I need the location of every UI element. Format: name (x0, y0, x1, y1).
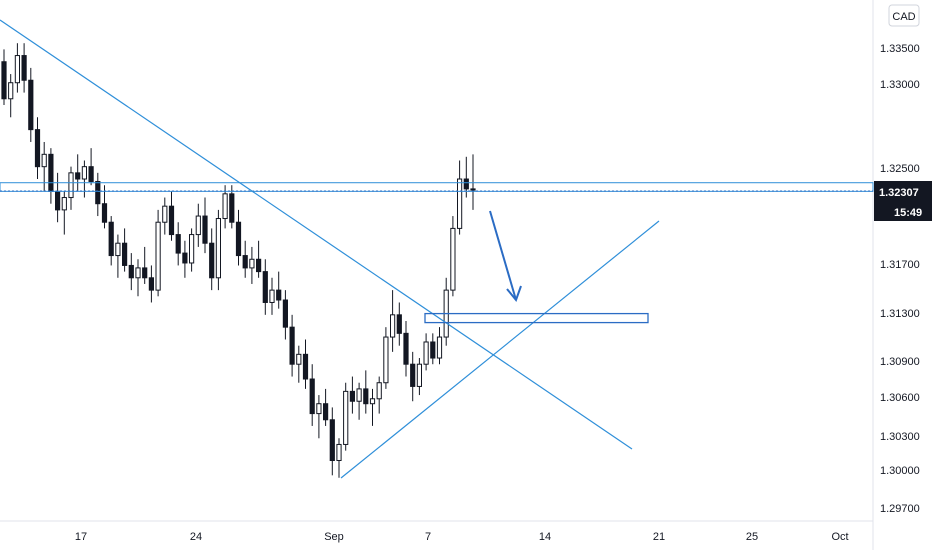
descending-trendline[interactable] (0, 19, 633, 450)
candle (269, 277, 275, 315)
candle (142, 246, 148, 284)
candle (296, 345, 302, 383)
candle (229, 185, 235, 229)
candle (182, 240, 188, 278)
time-tick-label: Oct (831, 531, 848, 543)
candle (416, 358, 422, 396)
time-tick-label: 21 (653, 531, 665, 543)
candle (202, 197, 208, 254)
price-tick-label: 1.30300 (880, 431, 920, 443)
candle (61, 191, 67, 235)
candle (363, 370, 369, 414)
candle (349, 376, 355, 414)
candle (68, 166, 74, 210)
time-tick-label: 7 (425, 531, 431, 543)
candle (430, 333, 436, 365)
candle (162, 197, 168, 235)
candle (122, 228, 128, 272)
last-price-badge: 1.32307 15:49 (874, 181, 932, 221)
candle (249, 246, 255, 284)
candle (168, 191, 175, 241)
candle (343, 382, 349, 451)
candle (148, 265, 155, 303)
candle (1, 49, 7, 105)
candle (135, 259, 141, 297)
candle (463, 156, 469, 198)
price-tick-label: 1.31300 (880, 308, 920, 320)
candle (195, 203, 201, 247)
candle (369, 388, 376, 426)
candle (21, 43, 27, 93)
candle (376, 376, 382, 414)
candle (302, 339, 309, 389)
candle (75, 154, 81, 192)
ascending-trendline[interactable] (340, 220, 660, 479)
candle (222, 185, 228, 229)
candle (209, 228, 215, 291)
price-tick-label: 1.32500 (880, 163, 920, 175)
candle (155, 209, 161, 297)
candle (323, 388, 329, 426)
target-zone-box[interactable] (424, 312, 649, 324)
candle (128, 253, 134, 291)
candle (309, 364, 315, 426)
candle (235, 209, 242, 266)
candle (383, 327, 389, 389)
candle (470, 154, 476, 210)
candle (396, 302, 402, 346)
time-tick-label: 14 (539, 531, 551, 543)
candle (282, 290, 288, 340)
candle (101, 185, 108, 229)
candle (403, 320, 409, 377)
time-tick-label: 17 (75, 531, 87, 543)
price-tick-label: 1.31700 (880, 259, 920, 271)
candle (450, 216, 456, 297)
price-tick-label: 1.33000 (880, 79, 920, 91)
candle (14, 43, 20, 93)
time-tick-label: 25 (746, 531, 758, 543)
candle (215, 209, 222, 291)
currency-button[interactable]: CAD (888, 4, 920, 27)
time-axis[interactable]: 17 24 Sep 7 14 21 25 Oct (75, 531, 849, 543)
candle (316, 395, 322, 439)
candle (289, 314, 295, 377)
candle (189, 228, 195, 272)
candle (108, 216, 114, 266)
candle (276, 271, 282, 309)
candle (115, 234, 121, 278)
last-price-value: 1.32307 (879, 187, 919, 199)
candle (242, 240, 248, 278)
time-tick-label: 24 (190, 531, 202, 543)
candle (34, 117, 41, 180)
candle (457, 160, 463, 235)
candle (356, 382, 362, 420)
candle (410, 351, 416, 402)
price-tick-label: 1.30900 (880, 356, 920, 368)
bar-countdown: 15:49 (894, 207, 922, 219)
candle (8, 74, 14, 118)
price-tick-label: 1.30000 (880, 465, 920, 477)
price-tick-label: 1.30600 (880, 392, 920, 404)
price-tick-label: 1.33500 (880, 43, 920, 55)
price-axis[interactable]: 1.33500 1.33000 1.32500 1.31700 1.31300 1.309… (880, 43, 920, 515)
time-tick-label: Sep (324, 531, 344, 543)
forecast-arrow[interactable] (489, 210, 522, 303)
currency-label: CAD (892, 11, 915, 23)
candle (390, 290, 396, 352)
price-tick-label: 1.29700 (880, 503, 920, 515)
drawings-layer[interactable] (0, 19, 874, 479)
candle (436, 327, 443, 365)
candle (175, 222, 181, 266)
candle (336, 438, 342, 478)
candle (256, 240, 262, 278)
candle (95, 172, 101, 217)
candle (423, 333, 429, 371)
candle (329, 407, 335, 476)
candle (88, 148, 94, 186)
candle (262, 259, 268, 315)
candle (28, 67, 34, 142)
